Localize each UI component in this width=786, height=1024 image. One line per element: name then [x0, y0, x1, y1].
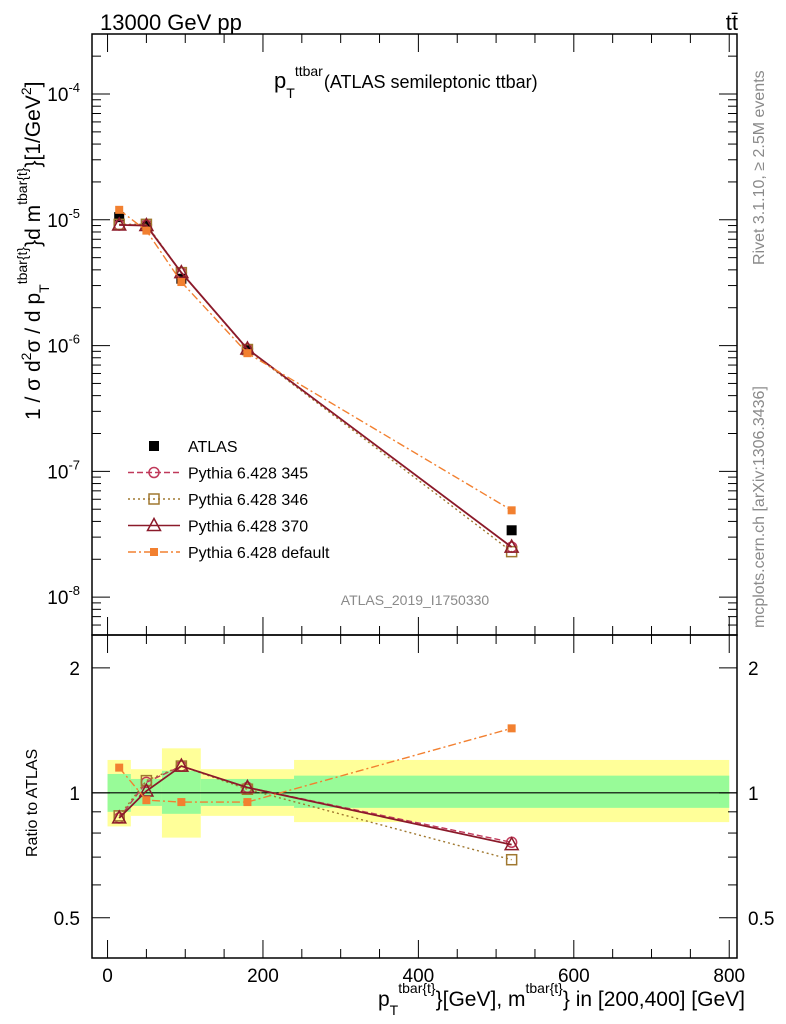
x-tick-label: 600: [558, 966, 590, 987]
data-point: [115, 205, 124, 214]
ratio-series-pdefault: [115, 724, 516, 807]
x-tick-label: 0: [102, 966, 113, 987]
data-point: [507, 506, 516, 515]
legend-marker: [148, 493, 160, 505]
ratio-y-tick-label: 0.5: [748, 909, 774, 930]
legend-label: Pythia 6.428 default: [188, 545, 330, 562]
main-y-axis-label: 1 / σ d2σ / d pTtbar{t}}d mtbar{t}}[1/Ge…: [14, 81, 52, 420]
ratio-point: [239, 778, 256, 794]
legend-label: Pythia 6.428 346: [188, 492, 308, 509]
data-point: [111, 216, 127, 231]
legend-entry: ATLAS: [149, 439, 238, 456]
main-axis-ticks: 10-8 10-7 10-6 10-5 10-4: [47, 55, 737, 636]
ratio-point: [243, 798, 252, 807]
series-pdefault: [115, 205, 516, 515]
series-line: [119, 224, 513, 548]
y-tick-label: 10-6: [47, 332, 80, 358]
legend-marker: [150, 548, 158, 556]
data-point: [506, 525, 517, 536]
y-tick-label: 10-4: [47, 80, 80, 106]
legend-marker: [148, 466, 160, 479]
data-point: [173, 264, 190, 279]
rivet-label: Rivet 3.1.10, ≥ 2.5M events: [751, 70, 768, 265]
x-tick-label: 800: [713, 966, 745, 987]
ratio-line: [118, 727, 512, 803]
ratio-point: [173, 757, 190, 772]
band-inner: [294, 775, 730, 808]
legend-label: ATLAS: [188, 439, 238, 456]
data-point: [177, 278, 186, 287]
legend-label: Pythia 6.428 345: [188, 466, 308, 483]
legend-marker: [149, 441, 159, 451]
x-axis-ticks: 0 200 400 600 800: [102, 34, 745, 987]
ratio-point: [177, 798, 186, 807]
legend-entry: Pythia 6.428 370: [128, 516, 308, 536]
ratio-point: [140, 774, 153, 787]
data-point: [503, 538, 520, 553]
series-p345: [113, 219, 518, 553]
header-left: 13000 GeV pp: [100, 10, 242, 35]
data-point: [142, 226, 151, 235]
x-tick-label: 200: [247, 966, 279, 987]
y-tick-label: 10-8: [47, 583, 80, 609]
ratio-y-axis-label: Ratio to ATLAS: [24, 749, 41, 857]
legend-label: Pythia 6.428 370: [188, 519, 308, 536]
main-series-layer: [111, 205, 520, 558]
x-tick-label: 400: [403, 966, 435, 987]
y-tick-label: 10-5: [47, 206, 80, 232]
ratio-series-p346: [113, 760, 518, 866]
ratio-y-tick-label: 2: [748, 659, 759, 680]
mcplots-label: mcplots.cern.ch [arXiv:1306.3436]: [751, 386, 768, 628]
ratio-series-layer: [111, 724, 520, 866]
ratio-y-tick-label: 1: [69, 784, 80, 805]
legend-marker: [146, 516, 162, 532]
header-right: tt̄: [726, 10, 738, 35]
ratio-y-tick-label: 2: [69, 659, 80, 680]
series-data: [114, 212, 517, 536]
ratio-point: [111, 809, 127, 824]
ratio-axis-ticks: 0.5 0.5 1 1 2 2: [54, 659, 775, 930]
legend-entry: Pythia 6.428 346: [128, 492, 308, 509]
ratio-series-p370: [111, 757, 520, 851]
ratio-point: [115, 763, 124, 772]
ratio-point: [142, 796, 151, 805]
legend-entry: Pythia 6.428 345: [128, 466, 308, 483]
legend-entry: Pythia 6.428 default: [128, 545, 330, 562]
data-point: [243, 349, 252, 358]
ratio-point: [505, 853, 518, 866]
ratio-point: [138, 782, 155, 797]
series-p370: [111, 216, 520, 553]
ratio-plot-frame: [91, 634, 738, 959]
ratio-y-tick-label: 1: [748, 784, 759, 805]
series-line: [118, 209, 512, 511]
ratio-point: [503, 836, 520, 851]
analysis-id: ATLAS_2019_I1750330: [341, 592, 490, 608]
plot-title: pTttbar (ATLAS semileptonic ttbar): [274, 63, 538, 101]
y-tick-label: 10-7: [47, 457, 80, 483]
ratio-y-tick-label: 0.5: [54, 909, 80, 930]
ratio-point: [507, 724, 516, 733]
legend: ATLAS Pythia 6.428 345 Pythia 6.428 346 Pyt…: [128, 439, 330, 562]
x-axis-label: pTtbar{t}}[GeV], mtbar{t}} in [200,400] …: [378, 980, 745, 1018]
ratio-line: [118, 765, 512, 846]
